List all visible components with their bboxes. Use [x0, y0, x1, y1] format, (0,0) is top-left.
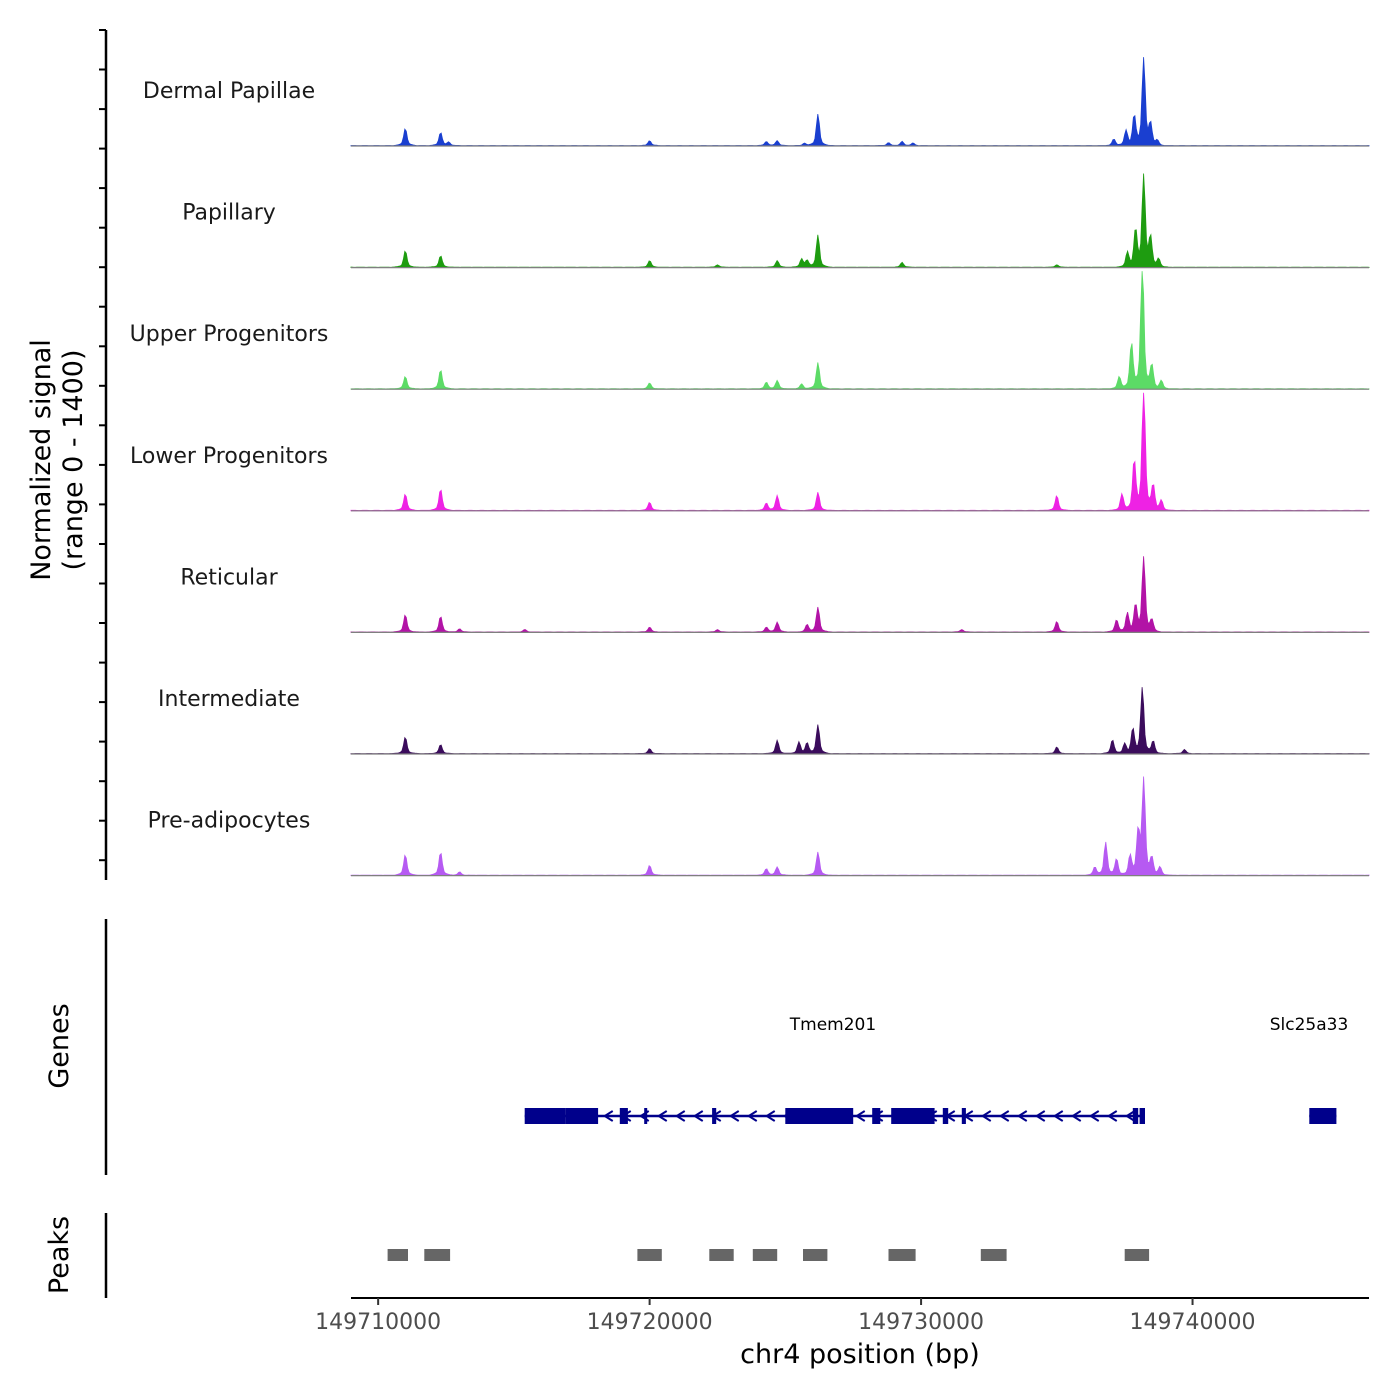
strand-arrow [728, 1110, 740, 1122]
strand-arrow [746, 1110, 758, 1122]
strand-arrow [854, 1110, 866, 1122]
track-label: Pre-adipocytes [148, 809, 311, 834]
gene-exon [524, 1108, 566, 1124]
peak-region [888, 1249, 916, 1261]
peak-region [752, 1249, 778, 1261]
strand-arrow [1088, 1110, 1100, 1122]
track-label: Reticular [180, 565, 278, 590]
track-label: Intermediate [158, 687, 300, 712]
coverage-track: Papillary [182, 173, 1370, 269]
strand-arrow [998, 1110, 1010, 1122]
gene-exon [1132, 1108, 1139, 1124]
coverage-track: Reticular [180, 556, 1370, 634]
gene-exon [1309, 1108, 1337, 1124]
strand-arrow [674, 1110, 686, 1122]
peak-region [637, 1249, 662, 1261]
strand-arrow [980, 1110, 992, 1122]
track-label: Papillary [182, 201, 276, 226]
gene-exon [565, 1108, 599, 1124]
x-tick-label: 149720000 [587, 1310, 713, 1335]
strand-arrow [1070, 1110, 1082, 1122]
coverage-track: Dermal Papillae [143, 57, 1370, 147]
gene-exon [1139, 1108, 1145, 1124]
peak-region [980, 1249, 1007, 1261]
gene-exon [942, 1108, 949, 1124]
strand-arrow [1034, 1110, 1046, 1122]
x-tick-label: 149710000 [315, 1310, 441, 1335]
x-tick-label: 149740000 [1130, 1310, 1256, 1335]
gene-exon [619, 1108, 628, 1124]
x-axis-ticks: 149710000 149720000 149730000 149740000 [315, 1298, 1256, 1335]
track-label: Upper Progenitors [130, 322, 329, 347]
strand-arrow [764, 1110, 776, 1122]
gene-exon [961, 1108, 966, 1124]
gene-label: Tmem201 [789, 1015, 876, 1035]
x-axis-title: chr4 position (bp) [740, 1339, 980, 1370]
coverage-track: Pre-adipocytes [148, 776, 1370, 877]
peak-region [387, 1249, 408, 1261]
track-label: Lower Progenitors [130, 444, 328, 469]
coverage-track: Lower Progenitors [130, 392, 1370, 512]
gene-exon [712, 1108, 717, 1124]
peak-region [803, 1249, 828, 1261]
gene-annotation-track: Tmem201 Slc25a33 [524, 1015, 1349, 1124]
gene: Slc25a33 [1270, 1015, 1349, 1124]
strand-arrow [1106, 1110, 1118, 1122]
coverage-track: Upper Progenitors [130, 271, 1370, 390]
strand-arrow [692, 1110, 704, 1122]
strand-arrow [656, 1110, 668, 1122]
coverage-tracks: Dermal Papillae Papillary Upper Progenitor… [130, 57, 1370, 877]
coverage-track: Intermediate [158, 687, 1370, 755]
coverage-axis-ticks [99, 29, 106, 862]
gene-exon [872, 1108, 881, 1124]
gene: Tmem201 [524, 1015, 1145, 1124]
strand-arrow [1052, 1110, 1064, 1122]
x-tick-label: 149730000 [858, 1310, 984, 1335]
strand-arrow [1124, 1110, 1136, 1122]
gene-exon [785, 1108, 854, 1124]
peak-region [1124, 1249, 1150, 1261]
peak-region [709, 1249, 734, 1261]
y-axis-title-line1: Normalized signal [26, 339, 57, 581]
peak-region [424, 1249, 451, 1261]
gene-label: Slc25a33 [1270, 1015, 1349, 1035]
y-axis-title-line2: (range 0 - 1400) [58, 350, 89, 571]
peak-regions-track [387, 1249, 1150, 1261]
strand-arrow [1016, 1110, 1028, 1122]
peaks-panel-title: Peaks [44, 1216, 75, 1294]
gene-exon [644, 1108, 648, 1124]
track-label: Dermal Papillae [143, 79, 315, 104]
genes-panel-title: Genes [44, 1003, 75, 1088]
strand-arrow [602, 1110, 614, 1122]
gene-exon [891, 1108, 935, 1124]
